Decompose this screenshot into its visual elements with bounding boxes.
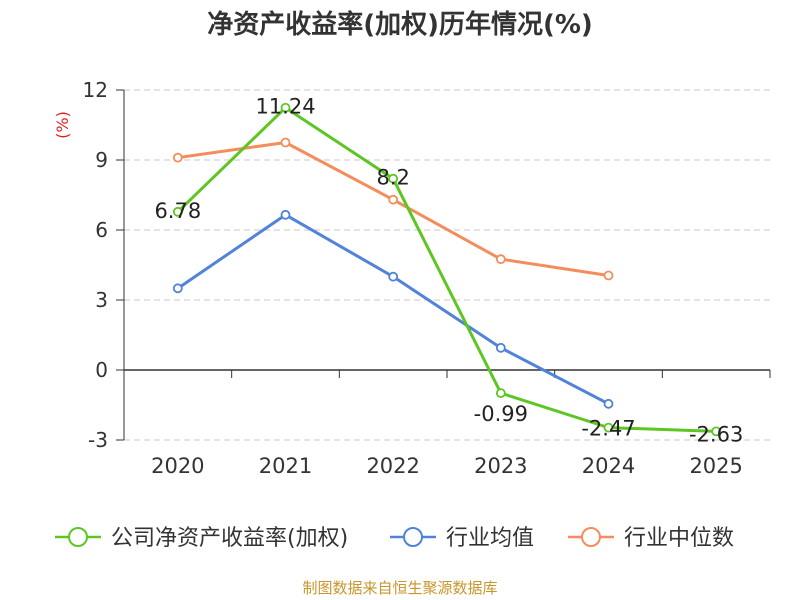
data-label: -2.63: [689, 422, 743, 446]
legend-label: 行业中位数: [624, 526, 734, 551]
x-tick-label: 2020: [151, 454, 204, 478]
data-label: -2.47: [581, 417, 635, 441]
gridlines: [124, 89, 770, 441]
chart-title: 净资产收益率(加权)历年情况(%): [207, 10, 593, 40]
x-tick-label: 2021: [259, 454, 312, 478]
y-tick-label: 9: [95, 148, 108, 172]
data-point: [603, 270, 614, 281]
x-tick-label: 2022: [366, 454, 419, 478]
data-point: [280, 209, 291, 220]
data-point: [172, 206, 183, 217]
x-tick-label: 2024: [582, 454, 635, 478]
data-label: -0.99: [474, 402, 528, 426]
data-point: [388, 194, 399, 205]
series-line: [176, 213, 610, 406]
data-point: [603, 422, 614, 433]
legend-item: 公司净资产收益率(加权): [55, 526, 348, 551]
data-labels: 6.78 11.24 8.2 -0.99 -2.47 -2.63: [154, 95, 743, 447]
y-tick-label: 12: [83, 78, 108, 102]
data-point: [495, 254, 506, 265]
y-tick-label: 6: [95, 218, 108, 242]
data-point: [711, 426, 722, 437]
data-label: 6.78: [154, 199, 201, 223]
data-label: 11.24: [255, 95, 315, 119]
x-tick-label: 2023: [474, 454, 527, 478]
series-lines: [172, 102, 722, 437]
data-point: [388, 173, 399, 184]
data-point: [280, 102, 291, 113]
data-point: [495, 388, 506, 399]
series-line: [176, 106, 717, 433]
legend-marker: [581, 527, 601, 547]
y-axis-label: (%): [53, 111, 72, 139]
data-point: [172, 152, 183, 163]
legend-label: 行业均值: [446, 526, 534, 551]
legend-item: 行业均值: [390, 526, 534, 551]
axes: -3 0 3 6 9 12 2020 2021 2022 2023 2024 2025 (%): [53, 78, 771, 478]
legend-item: 行业中位数: [568, 526, 734, 551]
data-point: [495, 342, 506, 353]
legend-label: 公司净资产收益率(加权): [111, 526, 348, 551]
y-tick-label: -3: [88, 428, 108, 452]
y-tick-label: 0: [95, 358, 108, 382]
legend-marker: [403, 527, 423, 547]
data-point: [172, 283, 183, 294]
data-label: 8.2: [376, 166, 409, 190]
data-point: [603, 398, 614, 409]
series-line: [177, 141, 609, 277]
data-point: [280, 137, 291, 148]
data-point: [388, 271, 399, 282]
source-note: 制图数据来自恒生聚源数据库: [302, 579, 498, 597]
x-tick-label: 2025: [689, 454, 742, 478]
legend-marker: [68, 527, 88, 547]
y-tick-label: 3: [95, 288, 108, 312]
legend: 公司净资产收益率(加权) 行业均值 行业中位数: [55, 526, 734, 551]
